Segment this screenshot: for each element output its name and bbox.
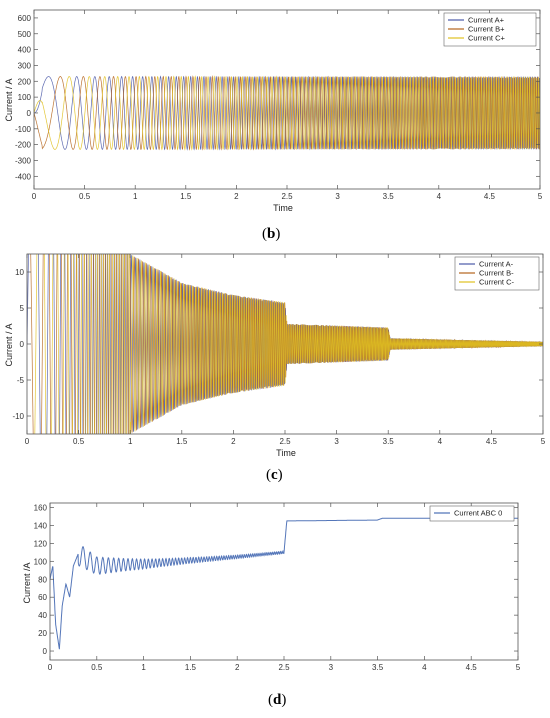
x-tick-label: 3.5 — [383, 437, 395, 446]
chart-c: 0 0.5 1 1.5 2 2.5 3 3.5 4 4.5 5 -10 -5 0 5 10 Time Curren… — [4, 253, 546, 458]
subfigure-label-c: (c) — [266, 467, 283, 483]
y-tick-label: 20 — [38, 629, 47, 638]
y-axis-label: Current / A — [4, 323, 14, 366]
y-axis-label: Current /A — [22, 562, 32, 603]
x-tick-label: 0.5 — [73, 437, 85, 446]
x-tick-label: 1.5 — [180, 192, 192, 201]
y-tick-label: -10 — [12, 412, 24, 421]
y-tick-label: 120 — [34, 539, 48, 548]
subfigure-label-b: (b) — [262, 226, 281, 242]
chart-d: 0 0.5 1 1.5 2 2.5 3 3.5 4 4.5 5 0 20 40 60 80 100 120 140 1… — [22, 502, 521, 672]
y-tick-label: 600 — [18, 14, 32, 23]
legend-entry-1: Current A- — [479, 260, 514, 269]
legend-entry-3: Current C- — [479, 278, 515, 287]
x-tick-label: 4 — [437, 192, 442, 201]
plot-area — [50, 503, 518, 660]
chart-b: 0 0.5 1 1.5 2 2.5 3 3.5 4 4.5 5 -400 -300 -200 -100 0 10… — [4, 9, 543, 213]
legend-entry-1: Current ABC 0 — [454, 509, 502, 518]
y-tick-label: -5 — [17, 376, 25, 385]
x-tick-label: 2 — [234, 192, 239, 201]
x-tick-label: 3 — [329, 663, 334, 672]
x-tick-label: 5 — [541, 437, 546, 446]
x-tick-label: 3 — [335, 192, 340, 201]
y-tick-label: 140 — [34, 521, 48, 530]
x-tick-label: 0 — [48, 663, 53, 672]
x-tick-label: 2 — [235, 663, 240, 672]
x-tick-label: 1 — [128, 437, 133, 446]
x-axis-label: Time — [276, 448, 296, 458]
x-tick-label: 0 — [25, 437, 30, 446]
legend-entry-1: Current A+ — [468, 16, 505, 25]
x-tick-label: 1.5 — [185, 663, 197, 672]
y-tick-label: 0 — [43, 647, 48, 656]
y-tick-label: 400 — [18, 46, 32, 55]
x-tick-label: 5 — [516, 663, 521, 672]
y-tick-label: 500 — [18, 30, 32, 39]
y-tick-label: 40 — [38, 611, 47, 620]
legend: Current ABC 0 — [429, 505, 515, 522]
y-tick-label: 300 — [18, 61, 32, 70]
x-tick-label: 2.5 — [278, 663, 290, 672]
y-tick-label: 60 — [38, 593, 47, 602]
y-tick-label: 80 — [38, 575, 47, 584]
legend: Current A+Current B+Current C+ — [443, 12, 537, 47]
x-tick-label: 1 — [141, 663, 146, 672]
x-tick-label: 1.5 — [176, 437, 188, 446]
x-tick-label: 2.5 — [279, 437, 291, 446]
y-tick-label: 100 — [34, 557, 48, 566]
y-tick-label: -400 — [15, 172, 32, 181]
plot-lines — [34, 75, 540, 151]
plot-lines — [27, 254, 543, 434]
y-tick-label: 160 — [34, 503, 48, 512]
series-line-3 — [34, 75, 540, 151]
x-tick-label: 4.5 — [484, 192, 496, 201]
x-tick-label: 0.5 — [79, 192, 91, 201]
x-tick-label: 5 — [538, 192, 543, 201]
y-tick-label: 0 — [27, 109, 32, 118]
y-tick-label: -300 — [15, 156, 32, 165]
x-tick-label: 4 — [422, 663, 427, 672]
y-tick-label: 5 — [20, 304, 25, 313]
x-tick-label: 2 — [231, 437, 236, 446]
legend-entry-2: Current B+ — [468, 25, 505, 34]
y-tick-label: 200 — [18, 77, 32, 86]
x-tick-label: 4.5 — [486, 437, 498, 446]
y-tick-label: -200 — [15, 141, 32, 150]
x-tick-label: 4 — [438, 437, 443, 446]
x-tick-label: 3.5 — [372, 663, 384, 672]
subfigure-label-d: (d) — [268, 692, 287, 708]
y-tick-label: -100 — [15, 125, 32, 134]
legend-entry-3: Current C+ — [468, 34, 506, 43]
series-line-3 — [34, 254, 543, 434]
x-tick-label: 3 — [334, 437, 339, 446]
y-tick-label: 10 — [15, 268, 24, 277]
y-tick-label: 0 — [20, 340, 25, 349]
x-tick-label: 4.5 — [466, 663, 478, 672]
x-axis-label: Time — [273, 203, 293, 213]
x-tick-label: 2.5 — [281, 192, 293, 201]
x-tick-label: 1 — [133, 192, 138, 201]
x-tick-label: 3.5 — [383, 192, 395, 201]
x-tick-label: 0 — [32, 192, 37, 201]
y-axis-label: Current / A — [4, 78, 14, 121]
legend-entry-2: Current B- — [479, 269, 514, 278]
x-tick-label: 0.5 — [91, 663, 103, 672]
legend-box — [429, 505, 515, 522]
legend: Current A-Current B-Current C- — [454, 256, 540, 291]
y-tick-label: 100 — [18, 93, 32, 102]
